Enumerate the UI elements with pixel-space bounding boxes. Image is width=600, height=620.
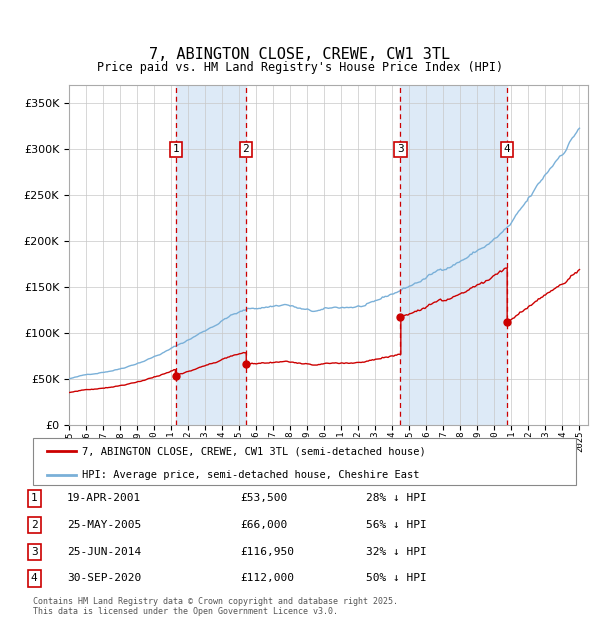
- Bar: [176, 85, 246, 425]
- Text: 32% ↓ HPI: 32% ↓ HPI: [366, 547, 427, 557]
- Text: 25-MAY-2005: 25-MAY-2005: [67, 520, 142, 530]
- Text: 2: 2: [242, 144, 250, 154]
- Text: Contains HM Land Registry data © Crown copyright and database right 2025.
This d: Contains HM Land Registry data © Crown c…: [33, 597, 398, 616]
- Text: HPI: Average price, semi-detached house, Cheshire East: HPI: Average price, semi-detached house,…: [82, 469, 419, 480]
- Text: 4: 4: [31, 574, 38, 583]
- Text: 28% ↓ HPI: 28% ↓ HPI: [366, 494, 427, 503]
- Bar: [400, 85, 507, 425]
- Text: 2: 2: [31, 520, 38, 530]
- Text: 25-JUN-2014: 25-JUN-2014: [67, 547, 142, 557]
- Text: 30-SEP-2020: 30-SEP-2020: [67, 574, 142, 583]
- Text: 7, ABINGTON CLOSE, CREWE, CW1 3TL: 7, ABINGTON CLOSE, CREWE, CW1 3TL: [149, 47, 451, 62]
- Text: Price paid vs. HM Land Registry's House Price Index (HPI): Price paid vs. HM Land Registry's House …: [97, 61, 503, 74]
- Text: 1: 1: [31, 494, 38, 503]
- Text: 3: 3: [397, 144, 404, 154]
- Text: 4: 4: [504, 144, 511, 154]
- Text: 3: 3: [31, 547, 38, 557]
- Text: £116,950: £116,950: [240, 547, 294, 557]
- Text: £66,000: £66,000: [240, 520, 287, 530]
- Text: 19-APR-2001: 19-APR-2001: [67, 494, 142, 503]
- Text: £53,500: £53,500: [240, 494, 287, 503]
- Text: £112,000: £112,000: [240, 574, 294, 583]
- Text: 56% ↓ HPI: 56% ↓ HPI: [366, 520, 427, 530]
- FancyBboxPatch shape: [33, 438, 576, 485]
- Text: 1: 1: [173, 144, 179, 154]
- Text: 7, ABINGTON CLOSE, CREWE, CW1 3TL (semi-detached house): 7, ABINGTON CLOSE, CREWE, CW1 3TL (semi-…: [82, 446, 425, 456]
- Text: 50% ↓ HPI: 50% ↓ HPI: [366, 574, 427, 583]
